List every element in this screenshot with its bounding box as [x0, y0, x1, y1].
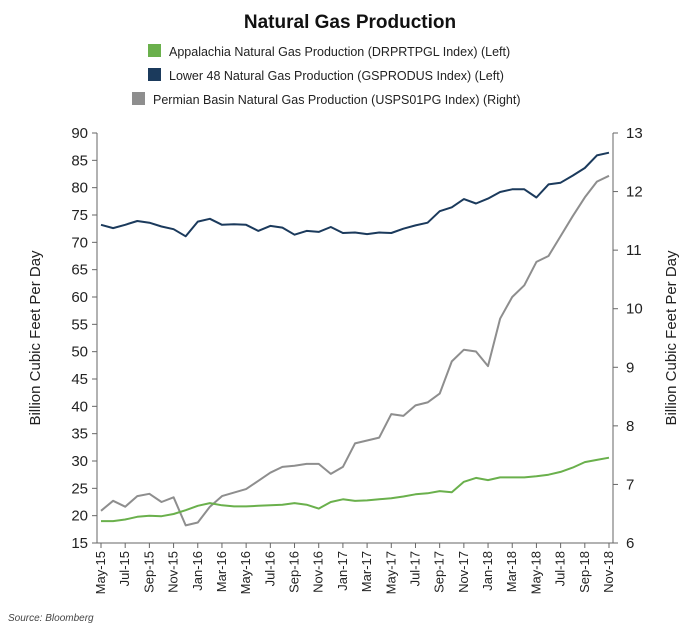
chart-title: Natural Gas Production	[244, 12, 456, 33]
series-line-0	[101, 456, 610, 523]
legend-entry: Permian Basin Natural Gas Production (US…	[153, 93, 521, 107]
right-tick-label: 8	[626, 418, 634, 435]
left-tick-label: 80	[71, 180, 88, 197]
left-tick-label: 55	[71, 316, 88, 333]
x-tick-label: May-17	[383, 551, 398, 594]
x-tick-label: Sep-18	[577, 551, 592, 593]
left-tick-label: 45	[71, 371, 88, 388]
left-tick-label: 65	[71, 262, 88, 279]
right-tick-label: 13	[626, 125, 643, 142]
x-tick-label: Sep-15	[141, 551, 156, 593]
left-tick-label: 15	[71, 535, 88, 552]
right-tick-label: 9	[626, 359, 634, 376]
left-y-ticks: 15 20 25 30 35 40 45 50 55 60 65 70 75 80 85 90	[71, 125, 97, 552]
left-y-axis-label: Billion Cubic Feet Per Day	[27, 250, 44, 426]
series-lines	[100, 151, 610, 527]
right-tick-label: 7	[626, 476, 634, 493]
x-tick-label: Mar-18	[504, 551, 519, 592]
series-line-1	[100, 151, 610, 238]
x-tick-label: Mar-16	[214, 551, 229, 592]
plot-area	[96, 133, 614, 544]
x-tick-label: Nov-16	[311, 551, 326, 593]
x-tick-label: Jan-16	[190, 551, 205, 591]
left-tick-label: 70	[71, 234, 88, 251]
x-tick-label: Sep-16	[287, 551, 302, 593]
x-tick-label: Jul-17	[407, 551, 422, 586]
right-tick-label: 11	[626, 242, 642, 259]
left-tick-label: 40	[71, 398, 88, 415]
left-tick-label: 90	[71, 125, 88, 142]
right-y-ticks: 6 7 8 9 10 11 12 13	[613, 125, 643, 552]
left-tick-label: 85	[71, 152, 88, 169]
x-tick-label: Jul-16	[262, 551, 277, 586]
x-tick-label: Jan-18	[480, 551, 495, 591]
left-tick-label: 30	[71, 453, 88, 470]
x-ticks: May-15 Jul-15 Sep-15 Nov-15 Jan-16 Mar-16 May-…	[93, 543, 616, 594]
left-tick-label: 50	[71, 344, 88, 361]
x-tick-label: Nov-18	[601, 551, 616, 593]
x-tick-label: Nov-17	[456, 551, 471, 593]
x-tick-label: Mar-17	[359, 551, 374, 592]
source-note: Source: Bloomberg	[8, 613, 94, 624]
x-tick-label: May-15	[93, 551, 108, 594]
series-line-2	[100, 174, 610, 527]
legend-entry: Appalachia Natural Gas Production (DRPRT…	[169, 45, 510, 59]
legend-entry: Lower 48 Natural Gas Production (GSPRODU…	[169, 69, 504, 83]
x-tick-label: Sep-17	[432, 551, 447, 593]
x-tick-label: May-18	[528, 551, 543, 594]
left-tick-label: 60	[71, 289, 88, 306]
x-tick-label: May-16	[238, 551, 253, 594]
legend: Appalachia Natural Gas Production (DRPRT…	[132, 44, 521, 107]
legend-swatch	[148, 44, 161, 57]
x-tick-label: Nov-15	[166, 551, 181, 593]
left-tick-label: 35	[71, 426, 88, 443]
left-tick-label: 75	[71, 207, 88, 224]
legend-swatch	[148, 68, 161, 81]
right-tick-label: 6	[626, 535, 634, 552]
right-tick-label: 12	[626, 184, 643, 201]
left-tick-label: 25	[71, 480, 88, 497]
legend-swatch	[132, 92, 145, 105]
x-tick-label: Jul-15	[117, 551, 132, 586]
right-y-axis-label: Billion Cubic Feet Per Day	[663, 250, 680, 426]
x-tick-label: Jan-17	[335, 551, 350, 591]
x-tick-label: Jul-18	[553, 551, 568, 586]
right-tick-label: 10	[626, 301, 643, 318]
left-tick-label: 20	[71, 508, 88, 525]
